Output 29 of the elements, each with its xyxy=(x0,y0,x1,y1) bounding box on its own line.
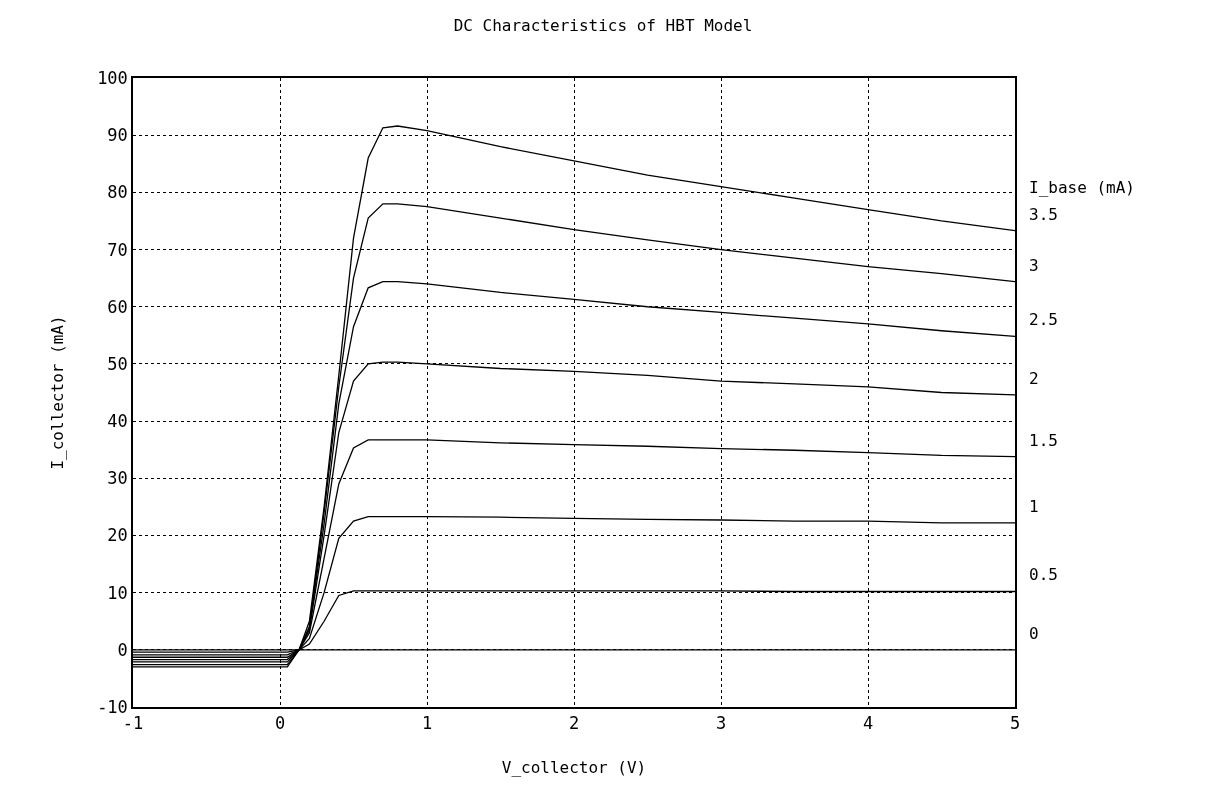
y-axis-title: I_collector (mA) xyxy=(47,315,67,470)
y-tick-label: 20 xyxy=(107,525,128,546)
y-tick-label: 40 xyxy=(107,411,128,432)
x-tick-label: 0 xyxy=(274,713,286,734)
y-tick-label: 10 xyxy=(107,582,128,603)
legend-title: I_base (mA) xyxy=(1029,178,1135,197)
x-tick-label: 2 xyxy=(568,713,580,734)
series-label: 3 xyxy=(1029,256,1039,275)
series-label: 3.5 xyxy=(1029,205,1058,224)
x-axis-title: V_collector (V) xyxy=(501,758,647,778)
y-tick-label: 30 xyxy=(107,468,128,489)
y-tick-label: 80 xyxy=(107,182,128,203)
series-label: 0 xyxy=(1029,624,1039,643)
y-tick-label: 50 xyxy=(107,353,128,374)
x-tick-label: 1 xyxy=(421,713,433,734)
y-tick-label: 90 xyxy=(107,125,128,146)
y-tick-label: 60 xyxy=(107,296,128,317)
x-tick-label: 3 xyxy=(715,713,727,734)
series-label: 0.5 xyxy=(1029,565,1058,584)
series-label: 1.5 xyxy=(1029,431,1058,450)
series-label: 2 xyxy=(1029,369,1039,388)
y-tick-label: 70 xyxy=(107,239,128,260)
y-tick-label: 0 xyxy=(117,639,128,660)
x-tick-label: 4 xyxy=(862,713,874,734)
x-tick-label: 5 xyxy=(1009,713,1021,734)
series-label: 1 xyxy=(1029,497,1039,516)
y-tick-label: 100 xyxy=(97,67,128,88)
chart-title: DC Characteristics of HBT Model xyxy=(453,16,753,36)
series-label: 2.5 xyxy=(1029,310,1058,329)
